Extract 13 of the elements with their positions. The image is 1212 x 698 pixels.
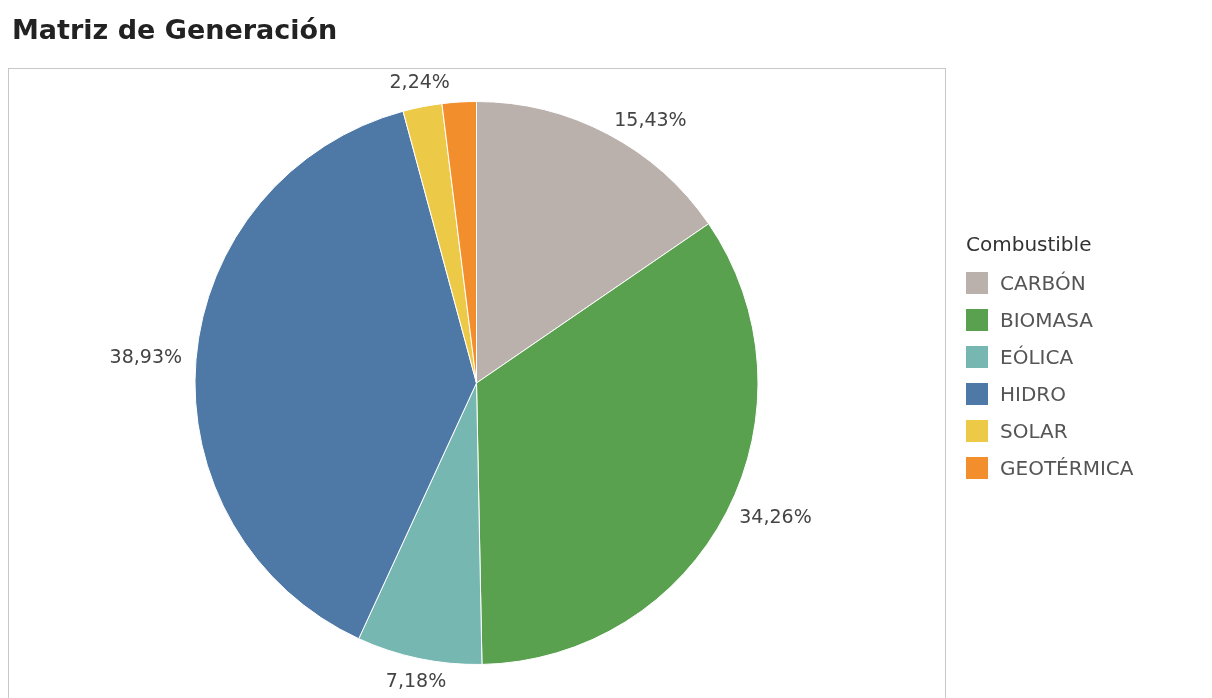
data-label: 34,26% [739, 505, 812, 528]
data-label: 7,18% [385, 669, 447, 692]
legend-title: Combustible [966, 232, 1093, 256]
legend-label: GEOTÉRMICA [1000, 455, 1134, 480]
legend-label: SOLAR [1000, 418, 1068, 443]
data-label: 15,43% [614, 108, 687, 131]
legend-label: BIOMASA [1000, 307, 1094, 332]
legend-label: HIDRO [1000, 381, 1066, 406]
chart-title: Matriz de Generación [12, 14, 338, 45]
data-label: 2,24% [389, 69, 450, 92]
data-label: 38,93% [109, 345, 183, 368]
legend-label: EÓLICA [1000, 344, 1074, 369]
legend-label: CARBÓN [1000, 270, 1086, 295]
